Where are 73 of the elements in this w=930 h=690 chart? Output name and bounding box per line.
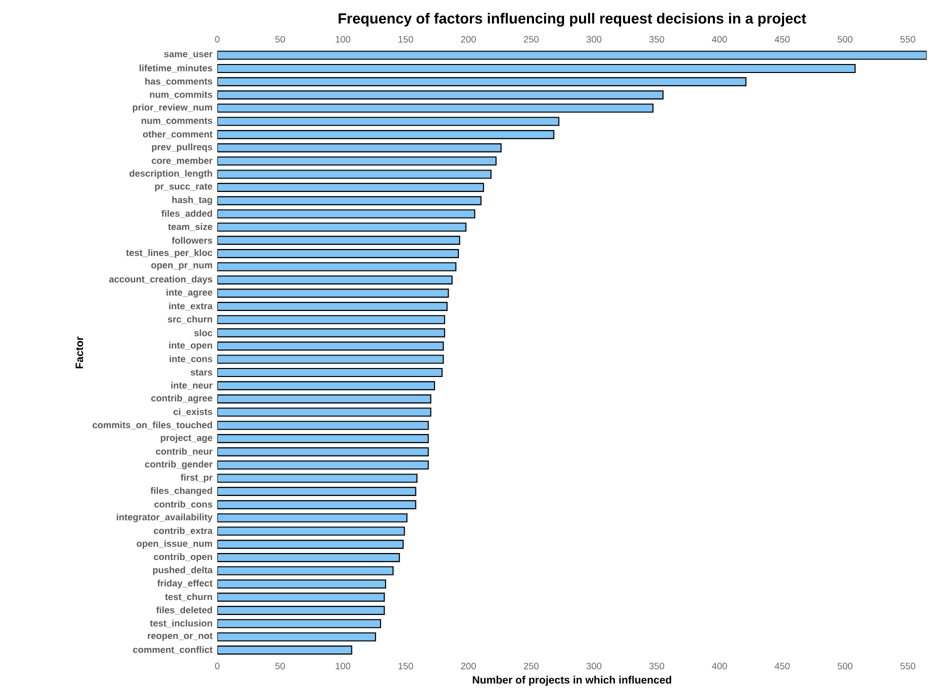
x-tick-label: 50 (275, 662, 285, 670)
y-tick-label: pr_succ_rate (155, 183, 212, 192)
x-tick-label: 100 (336, 662, 350, 670)
y-tick-label: files_changed (150, 487, 212, 496)
y-tick-label: files_added (161, 210, 212, 218)
y-tick-label: open_pr_num (151, 263, 212, 270)
x2-tick-label: 100 (336, 36, 350, 43)
y-tick-label: other_comment (142, 130, 213, 139)
x2-tick-label: 500 (838, 36, 852, 43)
x-tick-label: 250 (524, 662, 539, 670)
x-tick-label: 150 (398, 662, 414, 670)
y-tick-label: followers (172, 236, 212, 244)
y-tick-label: reopen_or_not (148, 632, 213, 641)
y-tick-label: integrator_availability (116, 514, 213, 522)
y-tick-label: num_comments (142, 118, 212, 125)
x-tick-label: 550 (900, 662, 916, 670)
y-tick-label: same_user (164, 52, 212, 58)
y-tick-label: contrib_extra (154, 527, 213, 536)
y-tick-label: pushed_delta (153, 566, 213, 576)
y-tick-label: contrib_cons (154, 500, 212, 509)
chart-title: Frequency of factors influencing pull request decisions in a project (338, 12, 806, 27)
x2-tick-label: 300 (586, 36, 602, 43)
y-tick-label: prior_review_num (132, 104, 212, 112)
y-tick-label: core_member (152, 157, 212, 165)
y-tick-label: has_comments (145, 78, 212, 86)
y-tick-label: inte_agree (166, 288, 212, 298)
x2-tick-label: 0 (215, 36, 220, 43)
x-tick-label: 500 (838, 662, 852, 670)
y-tick-label: src_churn (168, 316, 212, 324)
y-axis-title: Factor (76, 336, 84, 368)
x-tick-label: 350 (649, 662, 664, 670)
y-tick-label: account_creation_days (109, 276, 212, 284)
x2-tick-label: 200 (461, 36, 476, 43)
x2-tick-label: 150 (398, 36, 414, 43)
y-tick-label: test_churn (165, 593, 212, 602)
x-tick-label: 200 (461, 662, 476, 670)
y-tick-label: contrib_open (154, 553, 212, 562)
y-tick-label: stars (190, 369, 212, 376)
y-tick-label: first_pr (180, 474, 212, 483)
y-tick-label: contrib_agree (151, 394, 212, 404)
y-tick-label: contrib_gender (145, 460, 212, 470)
x2-tick-label: 250 (524, 36, 539, 43)
y-tick-label: inte_cons (170, 355, 212, 364)
y-tick-label: commits_on_files_touched (92, 421, 212, 430)
x-tick-label: 400 (712, 662, 727, 670)
y-tick-label: contrib_neur (156, 448, 212, 456)
y-tick-label: project_age (160, 434, 212, 443)
y-tick-label: inte_extra (169, 302, 213, 310)
x2-tick-label: 400 (712, 36, 727, 43)
x-axis-title: Number of projects in which influenced (472, 676, 672, 686)
y-tick-label: test_inclusion (150, 620, 212, 628)
y-tick-label: description_length (130, 170, 212, 179)
y-tick-label: open_issue_num (136, 540, 212, 549)
y-tick-label: prev_pullreqs (152, 143, 212, 152)
x-tick-label: 450 (774, 662, 790, 670)
y-tick-label: ci_exists (174, 408, 212, 416)
y-tick-label: inte_open (169, 342, 212, 350)
x-tick-label: 300 (586, 662, 602, 670)
y-tick-label: comment_conflict (133, 646, 213, 654)
y-tick-label: files_deleted (156, 606, 212, 614)
y-tick-label: team_size (168, 223, 212, 232)
x2-tick-label: 50 (275, 36, 285, 43)
y-tick-label: test_lines_per_kloc (126, 249, 212, 258)
y-tick-label: friday_effect (157, 580, 212, 588)
x2-tick-label: 450 (774, 36, 790, 43)
y-tick-label: inte_neur (171, 382, 212, 390)
y-tick-label: lifetime_minutes (140, 64, 212, 72)
x2-tick-label: 550 (900, 36, 916, 43)
y-tick-label: num_commits (150, 90, 212, 99)
y-tick-label: hash_tag (172, 196, 212, 206)
x-tick-label: 0 (215, 662, 220, 670)
x2-tick-label: 350 (649, 36, 664, 43)
y-tick-label: sloc (194, 329, 212, 336)
